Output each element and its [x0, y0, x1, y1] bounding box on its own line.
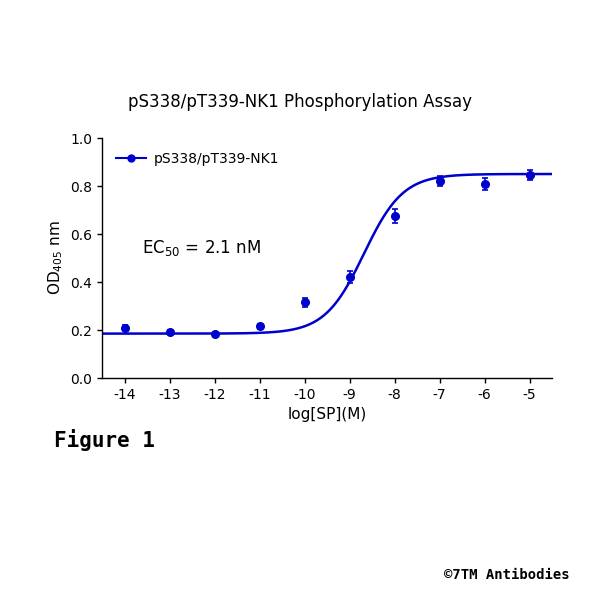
Text: EC$_{50}$ = 2.1 nM: EC$_{50}$ = 2.1 nM — [143, 238, 262, 259]
Legend: pS338/pT339-NK1: pS338/pT339-NK1 — [109, 145, 286, 173]
Y-axis label: OD$_{405}$ nm: OD$_{405}$ nm — [46, 221, 65, 295]
Text: Figure 1: Figure 1 — [54, 429, 155, 451]
X-axis label: log[SP](M): log[SP](M) — [287, 407, 367, 422]
Text: pS338/pT339-NK1 Phosphorylation Assay: pS338/pT339-NK1 Phosphorylation Assay — [128, 93, 472, 111]
Text: ©7TM Antibodies: ©7TM Antibodies — [445, 568, 570, 582]
